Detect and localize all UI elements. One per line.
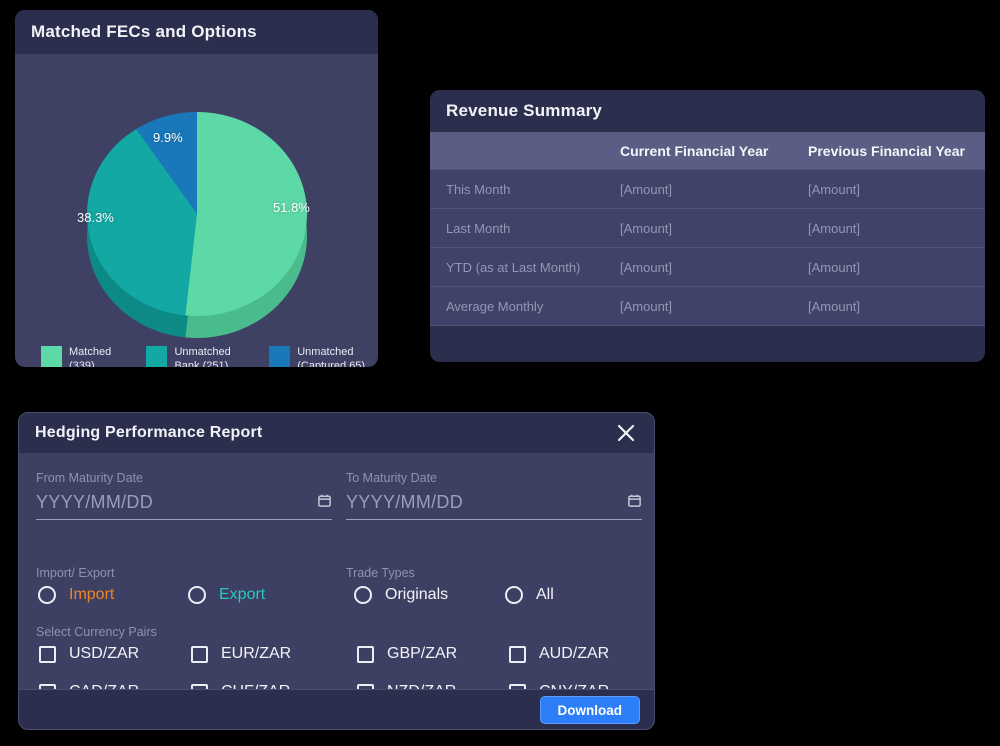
currency-pairs-group-label: Select Currency Pairs	[36, 625, 157, 639]
revenue-colhead-previous: Previous Financial Year	[808, 142, 965, 159]
to-maturity-date-input[interactable]: YYYY/MM/DD	[346, 492, 642, 520]
pie-chart-graphic	[87, 112, 307, 338]
pie-top-layer	[87, 112, 307, 316]
legend-item-unmatched-bank[interactable]: Unmatched Bank (251)	[146, 346, 245, 367]
revenue-footer	[430, 325, 985, 362]
revenue-summary-panel: Revenue Summary Current Financial Year P…	[430, 90, 985, 362]
calendar-icon[interactable]	[317, 493, 332, 513]
checkbox-label-gbp-zar: GBP/ZAR	[387, 645, 458, 662]
radio-label-export: Export	[219, 586, 266, 603]
legend-item-unmatched-captured[interactable]: Unmatched (Captured 65)	[269, 346, 368, 367]
radio-label-originals: Originals	[385, 586, 449, 603]
table-row: Average Monthly [Amount] [Amount]	[430, 286, 985, 325]
checkbox-aud-zar[interactable]: AUD/ZAR	[509, 643, 609, 665]
legend-swatch-unmatched-captured	[269, 346, 291, 367]
radio-all[interactable]: All	[505, 584, 554, 606]
table-row: Last Month [Amount] [Amount]	[430, 208, 985, 247]
close-icon[interactable]	[614, 421, 638, 445]
dialog-header: Hedging Performance Report	[19, 413, 654, 453]
calendar-icon[interactable]	[627, 493, 642, 513]
radio-import[interactable]: Import	[38, 584, 114, 606]
matched-fecs-panel-header: Matched FECs and Options	[15, 10, 378, 54]
from-date-placeholder: YYYY/MM/DD	[36, 492, 154, 512]
pie-label-unmatched-captured: 9.9%	[153, 130, 183, 145]
checkbox-gbp-zar[interactable]: GBP/ZAR	[357, 643, 457, 665]
checkbox-eur-zar[interactable]: EUR/ZAR	[191, 643, 291, 665]
radio-circle-originals[interactable]	[354, 586, 372, 604]
row-previous-amount: [Amount]	[808, 259, 861, 275]
row-current-amount: [Amount]	[620, 181, 673, 197]
pie-chart: 9.9% 51.8% 38.3% Matched (339) Unmatched…	[15, 54, 378, 367]
radio-originals[interactable]: Originals	[354, 584, 448, 606]
legend-item-matched[interactable]: Matched (339)	[41, 346, 122, 367]
matched-fecs-panel: Matched FECs and Options 9.9% 51.8% 38.3…	[15, 10, 378, 367]
dialog-title: Hedging Performance Report	[35, 424, 263, 441]
row-current-amount: [Amount]	[620, 220, 673, 236]
revenue-summary-title: Revenue Summary	[446, 101, 603, 120]
table-row: YTD (as at Last Month) [Amount] [Amount]	[430, 247, 985, 286]
checkbox-usd-zar[interactable]: USD/ZAR	[39, 643, 139, 665]
legend-swatch-unmatched-bank	[146, 346, 168, 367]
checkbox-box-gbp-zar[interactable]	[357, 645, 374, 663]
hedging-performance-dialog: Hedging Performance Report From Maturity…	[18, 412, 655, 730]
checkbox-box-usd-zar[interactable]	[39, 645, 56, 663]
pie-label-unmatched-bank: 38.3%	[77, 210, 114, 225]
row-current-amount: [Amount]	[620, 259, 673, 275]
matched-fecs-title: Matched FECs and Options	[31, 22, 257, 41]
row-label: Average Monthly	[446, 298, 544, 314]
row-current-amount: [Amount]	[620, 298, 673, 314]
row-previous-amount: [Amount]	[808, 181, 861, 197]
row-previous-amount: [Amount]	[808, 220, 861, 236]
trade-types-group-label: Trade Types	[346, 566, 415, 580]
to-maturity-date-label: To Maturity Date	[346, 471, 438, 485]
to-maturity-date-field[interactable]: To Maturity Date YYYY/MM/DD	[346, 471, 642, 520]
radio-export[interactable]: Export	[188, 584, 265, 606]
row-label: Last Month	[446, 220, 511, 236]
checkbox-label-aud-zar: AUD/ZAR	[539, 645, 610, 662]
checkbox-label-usd-zar: USD/ZAR	[69, 645, 140, 662]
dialog-body: From Maturity Date YYYY/MM/DD To Maturit…	[19, 453, 654, 701]
row-previous-amount: [Amount]	[808, 298, 861, 314]
row-label: This Month	[446, 181, 511, 197]
from-maturity-date-input[interactable]: YYYY/MM/DD	[36, 492, 332, 520]
radio-circle-export[interactable]	[188, 586, 206, 604]
revenue-column-header-row: Current Financial Year Previous Financia…	[430, 132, 985, 169]
pie-legend: Matched (339) Unmatched Bank (251) Unmat…	[41, 346, 368, 367]
checkbox-box-eur-zar[interactable]	[191, 645, 208, 663]
radio-label-all: All	[536, 586, 554, 603]
import-export-group-label: Import/ Export	[36, 566, 115, 580]
to-date-placeholder: YYYY/MM/DD	[346, 492, 464, 512]
legend-swatch-matched	[41, 346, 62, 367]
radio-label-import: Import	[69, 586, 115, 603]
table-row: This Month [Amount] [Amount]	[430, 169, 985, 208]
legend-label-matched: Matched (339)	[69, 346, 112, 367]
from-maturity-date-label: From Maturity Date	[36, 471, 143, 485]
checkbox-box-aud-zar[interactable]	[509, 645, 526, 663]
pie-label-matched: 51.8%	[273, 200, 310, 215]
dialog-footer: Download	[19, 689, 654, 729]
checkbox-label-eur-zar: EUR/ZAR	[221, 645, 292, 662]
revenue-colhead-current: Current Financial Year	[620, 142, 769, 159]
radio-circle-import[interactable]	[38, 586, 56, 604]
from-maturity-date-field[interactable]: From Maturity Date YYYY/MM/DD	[36, 471, 332, 520]
revenue-summary-header: Revenue Summary	[430, 90, 985, 132]
legend-label-unmatched-captured: Unmatched (Captured 65)	[297, 346, 366, 367]
legend-label-unmatched-bank: Unmatched Bank (251)	[174, 346, 231, 367]
row-label: YTD (as at Last Month)	[446, 259, 581, 275]
download-button[interactable]: Download	[539, 696, 640, 724]
radio-circle-all[interactable]	[505, 586, 523, 604]
